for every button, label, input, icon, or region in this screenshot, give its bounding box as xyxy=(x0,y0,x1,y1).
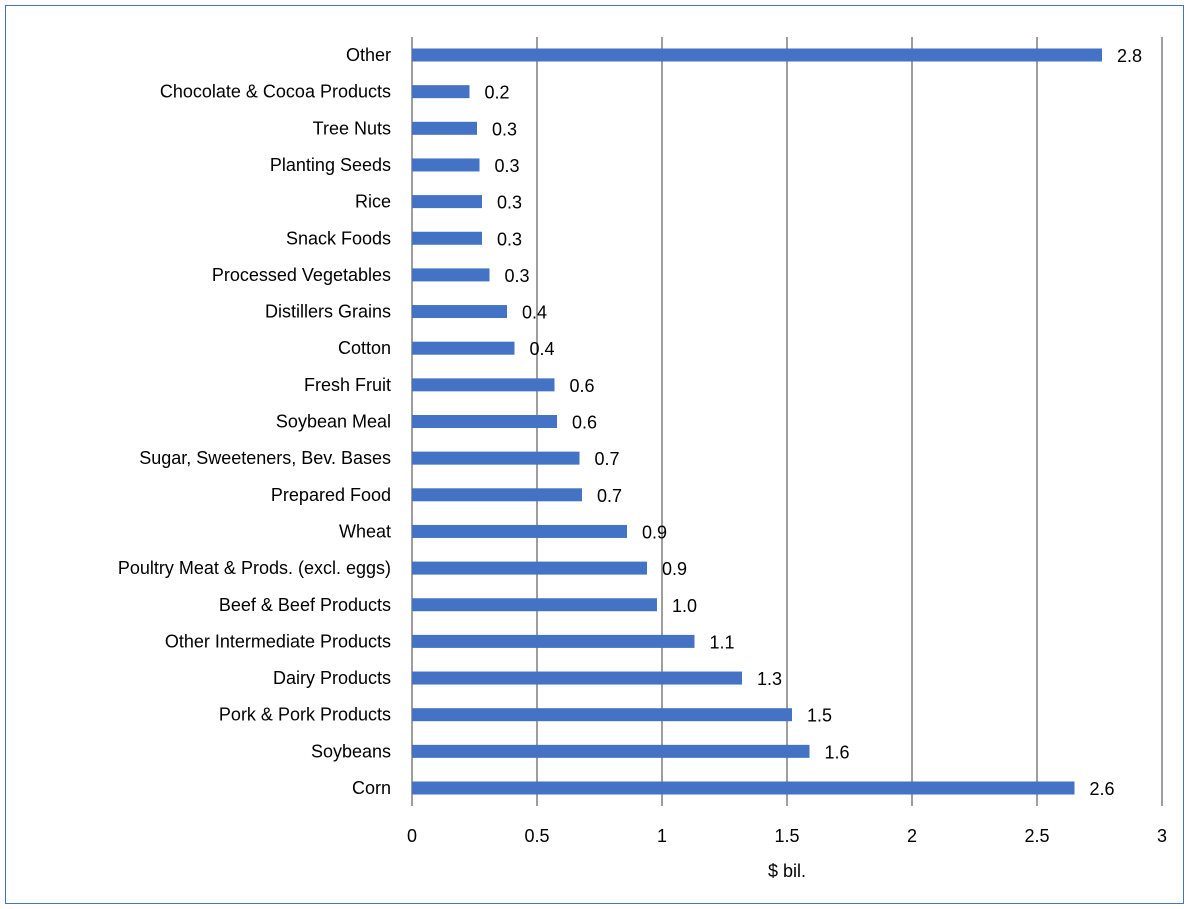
category-label: Distillers Grains xyxy=(265,302,391,322)
category-label: Cotton xyxy=(338,338,391,358)
bar xyxy=(412,781,1075,795)
bar xyxy=(412,231,482,245)
category-label: Rice xyxy=(355,192,391,212)
bar xyxy=(412,378,555,392)
category-label: Beef & Beef Products xyxy=(219,595,391,615)
x-tick-label: 0.5 xyxy=(524,826,549,846)
data-label: 0.6 xyxy=(572,413,597,433)
category-label: Prepared Food xyxy=(271,485,391,505)
bar xyxy=(412,195,482,209)
data-label: 1.0 xyxy=(672,596,697,616)
category-label: Sugar, Sweeteners, Bev. Bases xyxy=(139,448,391,468)
bar xyxy=(412,158,480,172)
bar xyxy=(412,305,507,319)
data-label: 0.7 xyxy=(595,449,620,469)
bar xyxy=(412,85,470,99)
bar xyxy=(412,634,695,648)
data-label: 0.9 xyxy=(642,522,667,542)
x-axis-title: $ bil. xyxy=(768,861,806,881)
data-label: 0.7 xyxy=(597,486,622,506)
data-labels: 2.8 0.2 0.3 0.3 0.3 0.3 0.3 0.4 0.4 0.6 0.6 0.7 0.7 0… xyxy=(485,46,1143,799)
data-label: 0.3 xyxy=(492,119,517,139)
bar xyxy=(412,451,580,465)
bar xyxy=(412,744,810,758)
data-label: 0.4 xyxy=(522,303,547,323)
category-label: Dairy Products xyxy=(273,668,391,688)
data-label: 0.2 xyxy=(485,83,510,103)
x-tick-label: 1 xyxy=(657,826,667,846)
data-label: 0.3 xyxy=(505,266,530,286)
bar xyxy=(412,341,515,355)
x-tick-label: 3 xyxy=(1157,826,1167,846)
data-label: 1.1 xyxy=(710,632,735,652)
bar xyxy=(412,708,792,722)
category-labels: Other Chocolate & Cocoa Products Tree Nut… xyxy=(118,45,391,798)
category-label: Corn xyxy=(352,778,391,798)
data-label: 0.3 xyxy=(497,193,522,213)
category-label: Fresh Fruit xyxy=(304,375,391,395)
data-label: 0.3 xyxy=(495,156,520,176)
x-tick-label: 2.5 xyxy=(1024,826,1049,846)
x-axis-ticks: 0 0.5 1 1.5 2 2.5 3 xyxy=(407,826,1167,846)
category-label: Processed Vegetables xyxy=(212,265,391,285)
data-label: 0.3 xyxy=(497,229,522,249)
category-label: Tree Nuts xyxy=(313,118,391,138)
category-label: Other Intermediate Products xyxy=(165,631,391,651)
data-label: 2.6 xyxy=(1090,779,1115,799)
bars xyxy=(412,48,1102,795)
category-label: Wheat xyxy=(339,521,391,541)
category-label: Snack Foods xyxy=(286,228,391,248)
bar xyxy=(412,598,657,612)
bar xyxy=(412,671,742,685)
bar xyxy=(412,561,647,575)
category-label: Soybeans xyxy=(311,741,391,761)
x-tick-label: 2 xyxy=(907,826,917,846)
category-label: Chocolate & Cocoa Products xyxy=(160,82,391,102)
data-label: 0.6 xyxy=(570,376,595,396)
data-label: 2.8 xyxy=(1117,46,1142,66)
category-label: Other xyxy=(346,45,391,65)
x-tick-label: 0 xyxy=(407,826,417,846)
x-tick-label: 1.5 xyxy=(774,826,799,846)
category-label: Soybean Meal xyxy=(276,412,391,432)
bar xyxy=(412,415,557,428)
bar xyxy=(412,524,627,538)
data-label: 0.4 xyxy=(530,339,555,359)
data-label: 1.6 xyxy=(825,742,850,762)
category-label: Planting Seeds xyxy=(270,155,391,175)
data-label: 1.3 xyxy=(757,669,782,689)
data-label: 1.5 xyxy=(807,706,832,726)
data-label: 0.9 xyxy=(662,559,687,579)
category-label: Poultry Meat & Prods. (excl. eggs) xyxy=(118,558,391,578)
bar xyxy=(412,268,490,282)
bar xyxy=(412,48,1102,62)
category-label: Pork & Pork Products xyxy=(219,705,391,725)
bar xyxy=(412,121,477,135)
bar xyxy=(412,488,582,502)
